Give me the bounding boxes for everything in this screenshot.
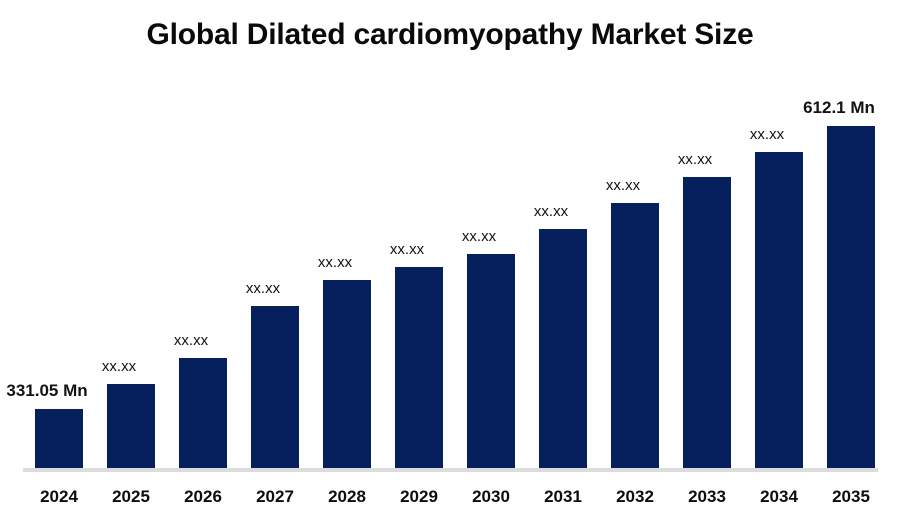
x-axis-tick-label: 2035 [832,487,870,506]
bar-rect[interactable] [611,203,659,470]
bar-group[interactable]: xx.xx 2025 [95,0,167,525]
x-axis-tick-label: 2029 [400,487,438,506]
bar-rect[interactable] [539,229,587,470]
bar-group[interactable]: xx.xx 2027 [239,0,311,525]
bar-value-label: xx.xx [461,228,497,245]
bar-value-label: xx.xx [245,280,281,297]
bar-rect[interactable] [179,358,227,470]
bar-group[interactable]: xx.xx 2032 [599,0,671,525]
bar-value-label: xx.xx [101,358,137,375]
bar-group[interactable]: 612.1 Mn 2035 [803,0,887,525]
x-axis-tick-label: 2028 [328,487,366,506]
bar-group[interactable]: xx.xx 2028 [311,0,383,525]
bar-group[interactable]: xx.xx 2026 [167,0,239,525]
bar-rect[interactable] [467,254,515,470]
bar-group[interactable]: xx.xx 2033 [671,0,743,525]
bar-rect[interactable] [683,177,731,470]
bar-value-label: xx.xx [317,254,353,271]
bar-rect[interactable] [251,306,299,470]
bar-rect[interactable] [827,126,875,470]
bar-value-label: xx.xx [749,126,785,143]
bar-group[interactable]: xx.xx 2029 [383,0,455,525]
bar-group[interactable]: xx.xx 2031 [527,0,599,525]
chart-title: Global Dilated cardiomyopathy Market Siz… [146,18,754,51]
x-axis-tick-label: 2025 [112,487,150,506]
bar-rect[interactable] [107,384,155,470]
x-axis-tick-label: 2030 [472,487,510,506]
bar-value-label: xx.xx [677,151,713,168]
bar-rect[interactable] [395,267,443,470]
bar-value-label: 612.1 Mn [803,98,875,117]
bar-rect[interactable] [35,409,83,470]
x-axis-tick-label: 2024 [40,487,78,506]
bar-value-label: xx.xx [389,241,425,258]
x-axis-tick-label: 2033 [688,487,726,506]
x-axis-line [23,468,878,472]
bar-value-label: xx.xx [173,332,209,349]
x-axis-tick-label: 2034 [760,487,798,506]
bar-rect[interactable] [755,152,803,470]
x-axis-tick-label: 2026 [184,487,222,506]
x-axis-tick-label: 2031 [544,487,582,506]
x-axis-tick-label: 2032 [616,487,654,506]
x-axis-tick-label: 2027 [256,487,294,506]
bar-group[interactable]: xx.xx 2034 [743,0,815,525]
bar-value-label: xx.xx [605,177,641,194]
bar-rect[interactable] [323,280,371,470]
bar-group[interactable]: xx.xx 2030 [455,0,527,525]
bar-group[interactable]: 331.05 Mn 2024 [6,0,95,525]
bar-value-label: xx.xx [533,203,569,220]
bar-value-label: 331.05 Mn [6,381,88,400]
